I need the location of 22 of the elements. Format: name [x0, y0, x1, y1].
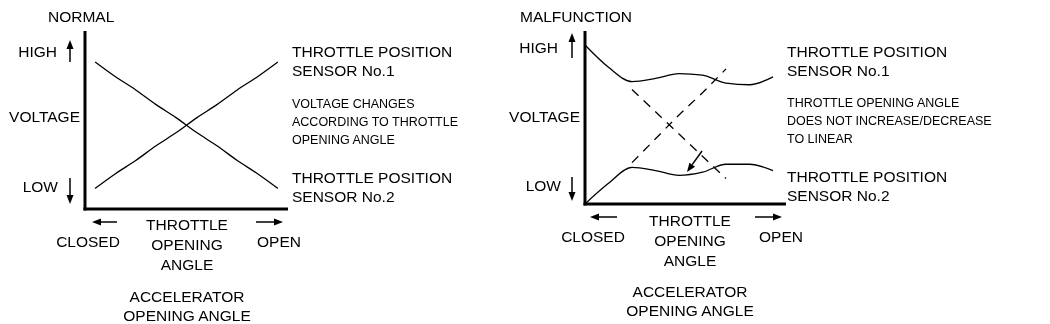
- x-axis-title: THROTTLE OPENING ANGLE: [146, 216, 228, 273]
- text: HIGH: [519, 39, 558, 56]
- text: THROTTLE OPENING ANGLE DOES NOT INCREASE/DECREASE TO LINEAR: [787, 96, 992, 146]
- y-axis-title: VOLTAGE: [509, 108, 580, 125]
- chart-title: NORMAL: [48, 8, 115, 25]
- x-axis-title: THROTTLE OPENING ANGLE: [649, 212, 731, 269]
- series-label: THROTTLE POSITION SENSOR No.1: [787, 43, 948, 79]
- text: ACCELERATOR OPENING ANGLE: [626, 283, 754, 319]
- chart-title: MALFUNCTION: [520, 8, 632, 25]
- text: ACCELERATOR OPENING ANGLE: [123, 288, 251, 324]
- series-label: THROTTLE POSITION SENSOR No.2: [787, 168, 948, 204]
- text: VOLTAGE CHANGES ACCORDING TO THROTTLE OPENING ANGLE: [292, 97, 458, 147]
- text: CLOSED: [56, 233, 120, 250]
- y-axis-title: VOLTAGE: [9, 108, 80, 125]
- series-label: THROTTLE POSITION SENSOR No.1: [292, 43, 453, 79]
- text: LOW: [22, 178, 59, 195]
- text: CLOSED: [561, 228, 625, 245]
- series-label: THROTTLE POSITION SENSOR No.2: [292, 169, 453, 205]
- text: HIGH: [18, 43, 57, 60]
- text: LOW: [525, 177, 562, 194]
- text: OPEN: [257, 233, 301, 250]
- text: OPEN: [759, 228, 803, 245]
